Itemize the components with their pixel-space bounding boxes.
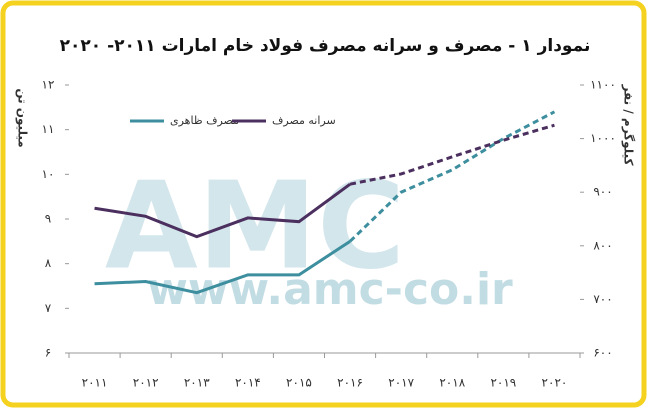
forecast-line: [349, 110, 556, 243]
x-tick-label: ۲۰۱۷: [388, 376, 414, 390]
legend-label: سرانه مصرف: [272, 114, 336, 127]
y-tick-label: ۱۱: [42, 122, 55, 136]
x-tick-label: ۲۰۱۴: [235, 376, 261, 390]
y-tick-label: ۹: [45, 212, 51, 226]
y2-tick-label: ۶۰۰: [593, 346, 612, 360]
x-tick-label: ۲۰۱۸: [439, 376, 465, 390]
x-tick-label: ۲۰۱۳: [184, 376, 210, 390]
y2-tick-label: ۹۰۰: [593, 185, 612, 199]
x-tick-label: ۲۰۱۱: [82, 376, 108, 390]
y-tick-label: ۸: [45, 256, 52, 270]
y-tick-label: ۶: [45, 346, 51, 360]
y2-tick-label: ۱۰۰۰: [590, 131, 616, 145]
y-tick-label: ۱۲: [42, 78, 55, 92]
legend-label: مصرف ظاهری: [170, 114, 239, 127]
x-tick-label: ۲۰۱۲: [133, 376, 159, 390]
y2-tick-label: ۷۰۰: [593, 292, 612, 306]
x-tick-label: ۲۰۱۹: [490, 376, 516, 390]
y-tick-label: ۷: [45, 301, 52, 315]
forecast-line: [349, 123, 555, 186]
x-tick-label: ۲۰۲۰: [542, 376, 568, 390]
y-axis-label: میلیون تن: [15, 88, 30, 147]
y-tick-label: ۱۰: [42, 167, 55, 181]
chart-title: نمودار ۱ - مصرف و سرانه مصرف فولاد خام ا…: [60, 36, 591, 56]
series-line: [94, 240, 351, 295]
x-tick-label: ۲۰۱۶: [337, 376, 363, 390]
y2-tick-label: ۱۱۰۰: [590, 78, 616, 92]
series-line: [94, 182, 351, 239]
y2-axis-label: کیلوگرم / نفر: [621, 84, 636, 166]
x-tick-label: ۲۰۱۵: [286, 376, 312, 390]
y2-tick-label: ۸۰۰: [593, 238, 612, 252]
